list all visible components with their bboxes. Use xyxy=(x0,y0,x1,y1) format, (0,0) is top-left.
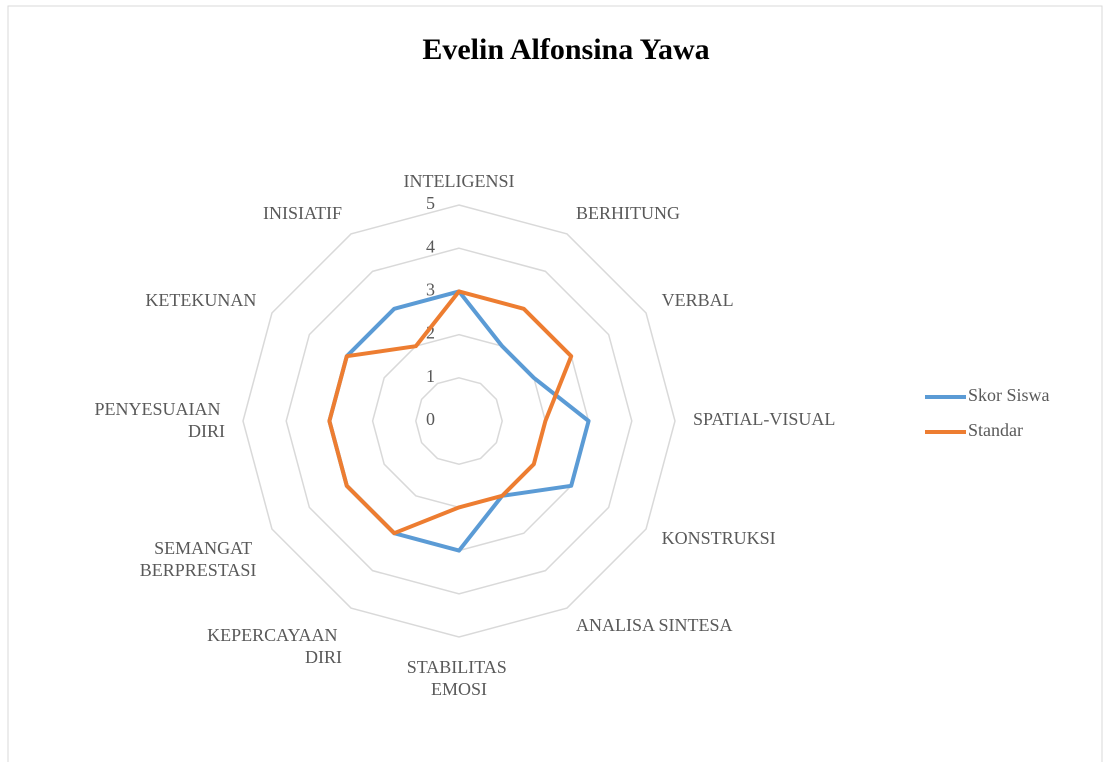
r-tick-label: 4 xyxy=(426,236,435,256)
category-label: KONSTRUKSI xyxy=(662,528,776,548)
category-label: VERBAL xyxy=(662,290,734,310)
r-tick-label: 0 xyxy=(426,409,435,429)
category-label: SEMANGAT BERPRESTASI xyxy=(140,538,257,580)
r-tick-label: 3 xyxy=(426,280,435,300)
category-label: ANALISA SINTESA xyxy=(576,615,733,635)
category-label: KETEKUNAN xyxy=(145,290,256,310)
r-tick-label: 2 xyxy=(426,323,435,343)
category-label: PENYESUAIAN DIRI xyxy=(95,399,226,441)
category-label: BERHITUNG xyxy=(576,203,680,223)
chart-border xyxy=(7,5,1103,762)
category-label: INISIATIF xyxy=(263,203,342,223)
legend-label: Standar xyxy=(968,420,1023,440)
chart-title: Evelin Alfonsina Yawa xyxy=(422,33,709,66)
r-tick-label: 5 xyxy=(426,193,435,213)
legend-label: Skor Siswa xyxy=(968,385,1050,405)
grid-ring xyxy=(415,377,503,465)
category-label: SPATIAL-VISUAL xyxy=(693,409,835,429)
category-label: STABILITAS EMOSI xyxy=(407,657,512,699)
r-tick-label: 1 xyxy=(426,366,435,386)
category-label: KEPERCAYAAN DIRI xyxy=(207,625,342,667)
grid-ring xyxy=(285,247,633,595)
grid-ring xyxy=(242,204,676,638)
category-label: INTELIGENSI xyxy=(404,171,515,191)
series-line xyxy=(327,289,574,536)
